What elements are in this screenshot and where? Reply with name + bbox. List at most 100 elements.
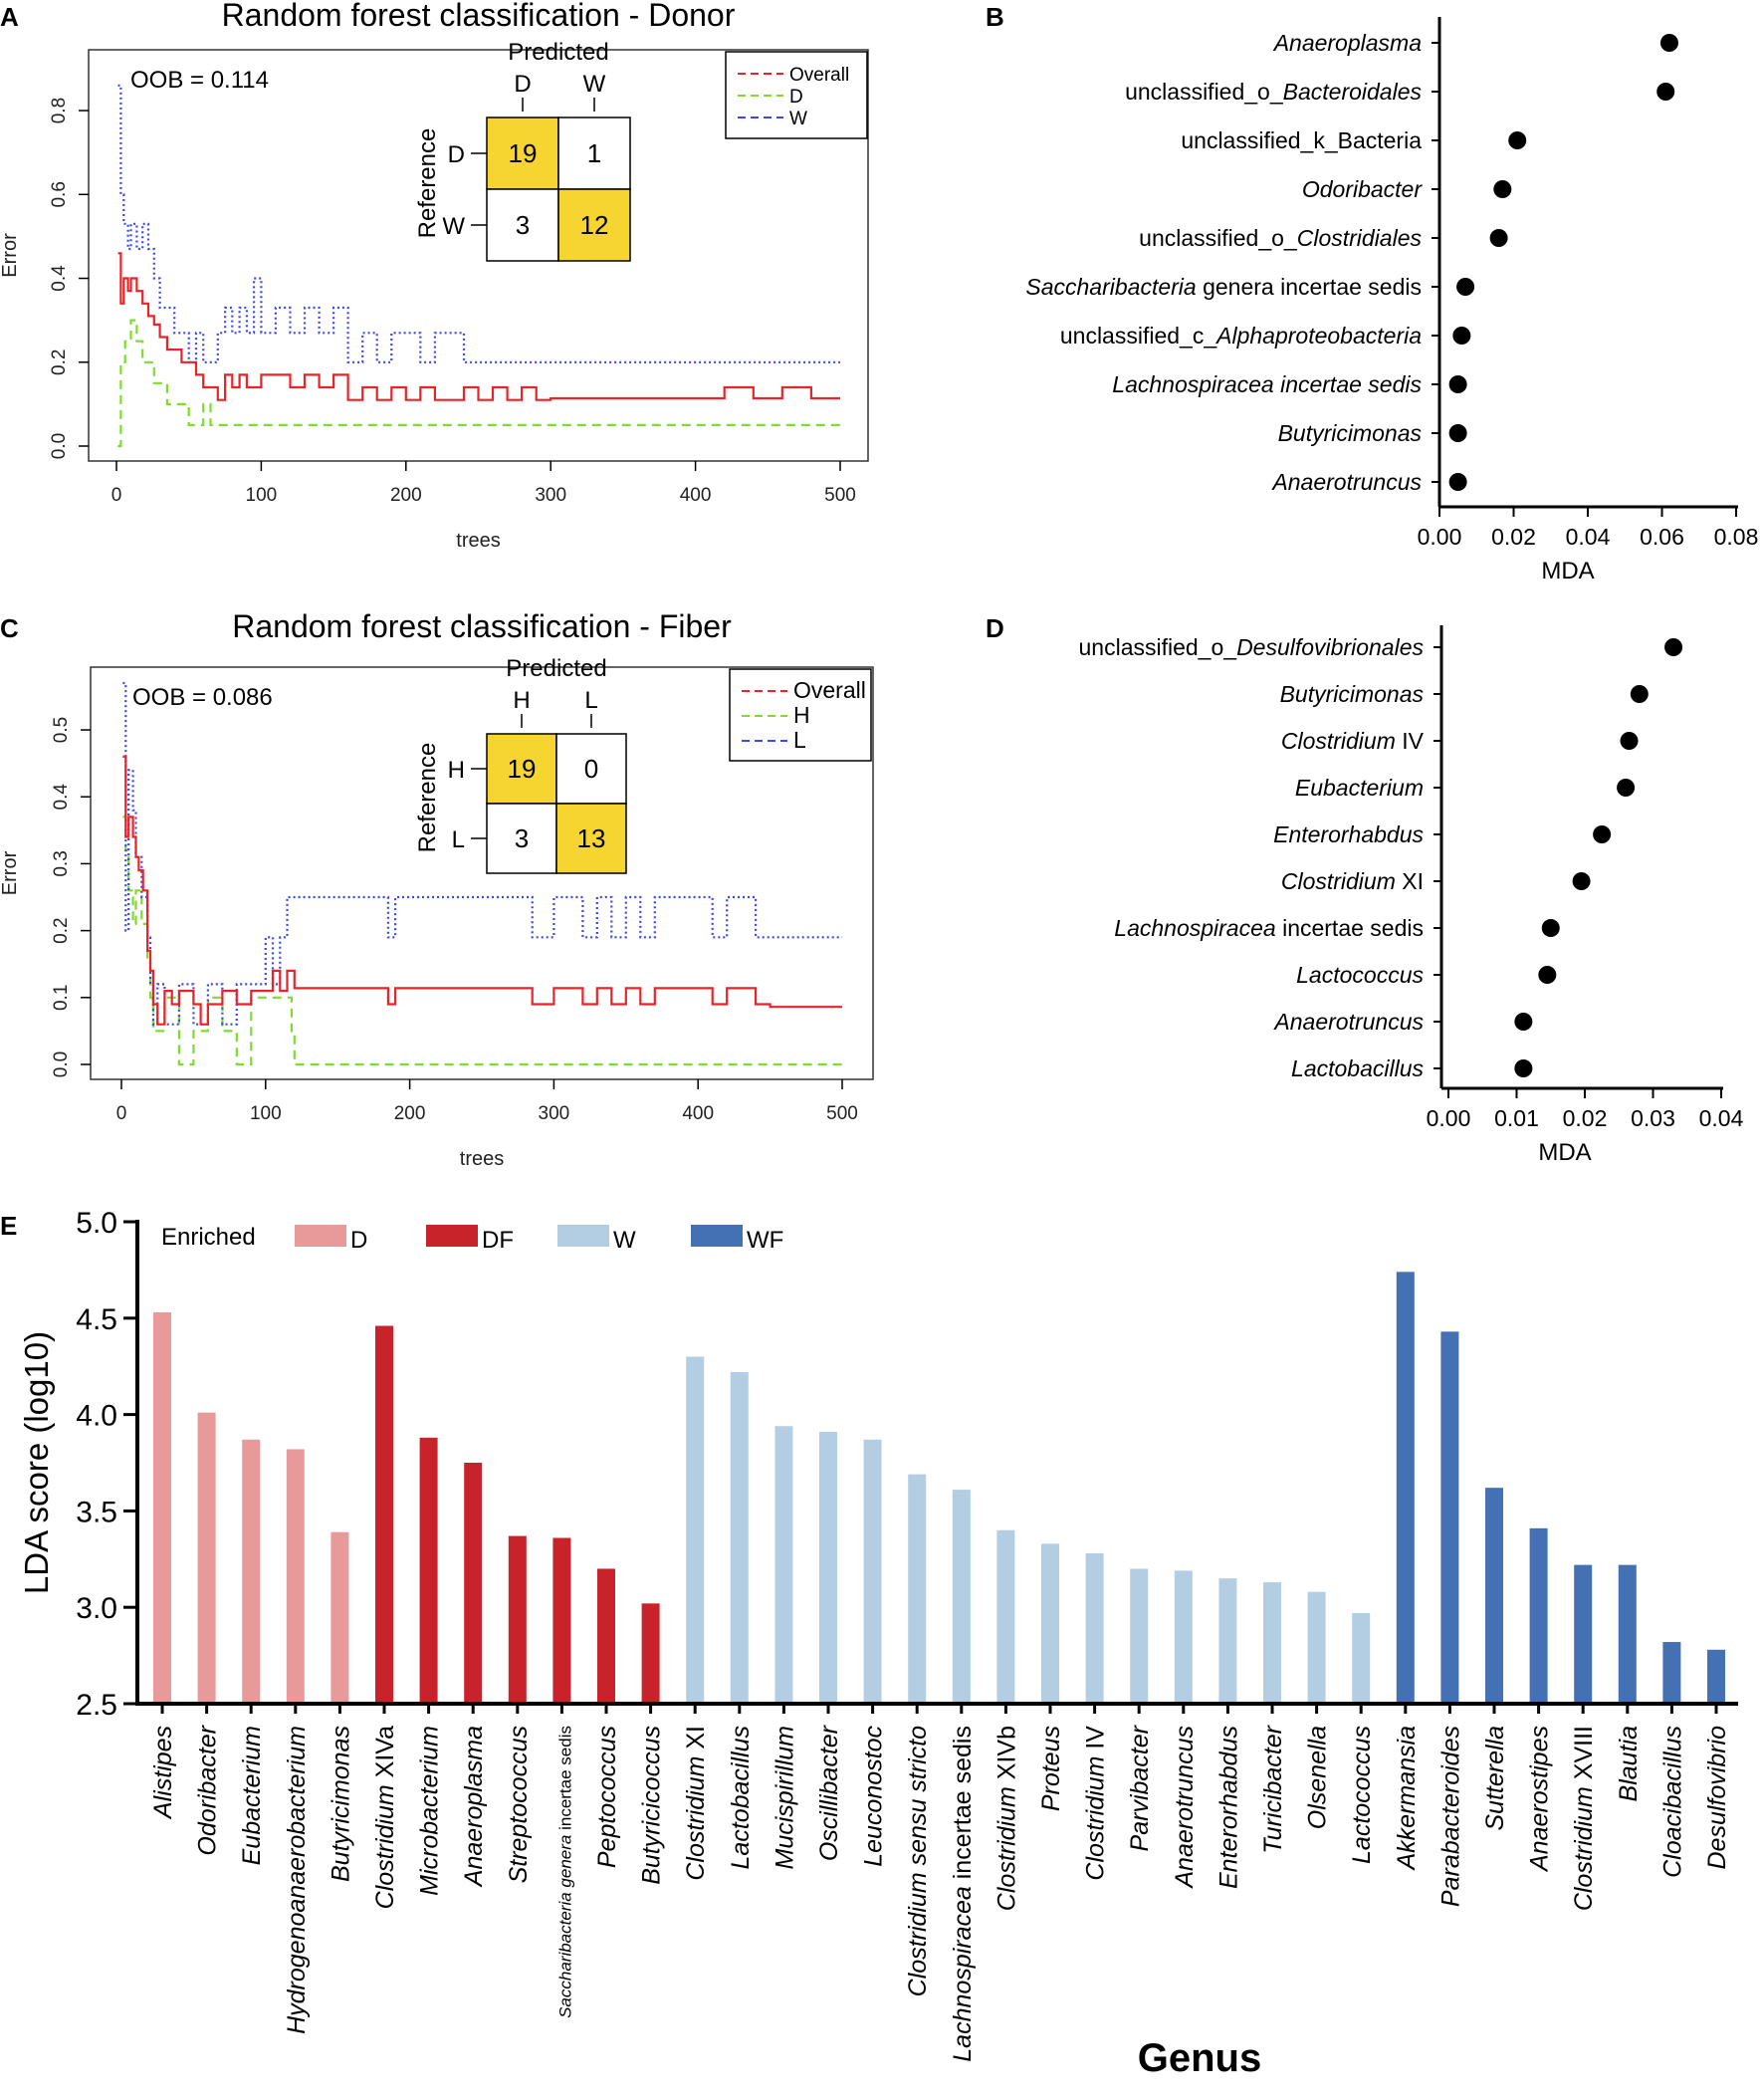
label-part: Lachnospiracea	[949, 1886, 977, 2062]
label-part: Lactococcus	[1348, 1726, 1376, 1864]
category-label: Streptococcus	[505, 1726, 533, 1883]
label-part: Alistipes	[149, 1726, 177, 1820]
confusion-cell	[557, 188, 631, 262]
label-part: unclassified_o_	[1079, 634, 1238, 660]
category-label: Enterorhabdus	[1273, 821, 1424, 847]
category-label: Cloacibacillus	[1658, 1726, 1686, 1878]
bar	[197, 1412, 216, 1704]
panel-letter: A	[0, 2, 19, 32]
bar	[1662, 1642, 1681, 1704]
label-part: Hydrogenoanaerobacterium	[283, 1726, 311, 2034]
label-part: Anaerotruncus	[1270, 469, 1422, 495]
bar	[1574, 1564, 1593, 1704]
y-tick-label: 3.0	[76, 1592, 117, 1625]
y-tick-label: 0.4	[51, 784, 72, 811]
label-part: unclassified_o_	[1125, 79, 1284, 105]
label-part: Peptococcus	[593, 1726, 621, 1868]
x-tick-label: 0.04	[1699, 1105, 1744, 1131]
category-label: Desulfovibrio	[1703, 1726, 1731, 1870]
confusion-cell	[555, 733, 627, 805]
category-label: Butyricicoccus	[638, 1726, 666, 1885]
category-label: Akkermansia	[1393, 1726, 1421, 1872]
y-tick-label: 0.0	[49, 433, 70, 459]
category-label: Peptococcus	[593, 1726, 621, 1868]
label-part: XVIII	[1570, 1726, 1598, 1786]
label-part: XIVb	[992, 1726, 1020, 1786]
bar	[641, 1603, 660, 1704]
x-tick-label: 0.00	[1427, 1105, 1471, 1131]
x-tick-label: 100	[246, 485, 278, 506]
label-part: Parabacteroides	[1436, 1726, 1464, 1907]
legend-label: L	[793, 727, 806, 753]
x-tick-label: 0.02	[1563, 1105, 1608, 1131]
data-point	[1620, 732, 1639, 750]
confusion-col-label: D	[514, 71, 531, 98]
confusion-predicted-label: Predicted	[508, 39, 608, 66]
label-part: incertae sedis	[1276, 915, 1424, 941]
confusion-col-label: H	[513, 687, 530, 714]
label-part: Proteus	[1037, 1726, 1065, 1811]
data-point	[1630, 685, 1649, 703]
y-tick-label: 4.0	[76, 1400, 117, 1433]
category-label: Butyricimonas	[1280, 681, 1425, 707]
category-label: Hydrogenoanaerobacterium	[283, 1726, 311, 2034]
data-point	[1456, 278, 1475, 296]
legend-label: Overall	[789, 65, 849, 86]
label-part: Microbacterium	[416, 1726, 444, 1896]
label-part: Clostridium	[992, 1786, 1020, 1911]
y-tick-label: 4.5	[76, 1303, 117, 1336]
category-label: Lachnospiracea incertae sedis	[949, 1726, 977, 2062]
label-part: Olsenella	[1304, 1726, 1332, 1829]
y-tick-label: 0.0	[51, 1051, 72, 1077]
category-label: Lachnospiracea incertae sedis	[1112, 371, 1422, 397]
category-label: Anaeroplasma	[1272, 30, 1422, 56]
bar	[1218, 1578, 1237, 1704]
label-part: Desulfovibrio	[1703, 1726, 1731, 1870]
legend-box	[725, 51, 868, 139]
label-part: Butyricimonas	[1280, 681, 1425, 707]
label-part: Turicibacter	[1259, 1724, 1287, 1853]
bar	[1707, 1649, 1725, 1704]
legend-swatch	[691, 1225, 743, 1247]
bar	[1440, 1331, 1459, 1704]
category-label: Anaerotruncus	[1272, 1009, 1424, 1035]
label-part: incertae sedis	[555, 1726, 574, 1835]
label-part: Clostridium	[1281, 868, 1396, 894]
label-part: Mucispirillum	[771, 1726, 798, 1869]
bar	[774, 1426, 793, 1704]
label-part: Sutterella	[1481, 1726, 1509, 1831]
data-point	[1541, 919, 1560, 937]
y-tick-label: 2.5	[76, 1689, 117, 1722]
category-label: unclassified_o_Bacteroidales	[1125, 79, 1422, 105]
label-part: Odoribacter	[1302, 176, 1424, 202]
x-axis-label: MDA	[1541, 558, 1594, 584]
category-label: Clostridium IV	[1281, 728, 1425, 754]
category-label: Odoribacter	[1302, 176, 1424, 202]
category-label: Parabacteroides	[1436, 1726, 1464, 1907]
x-axis-label: trees	[456, 530, 500, 552]
bar	[286, 1449, 305, 1704]
category-label: Anaerotruncus	[1270, 469, 1422, 495]
confusion-col-label: W	[583, 71, 606, 98]
label-part: unclassified_k_Bacteria	[1181, 127, 1422, 153]
category-label: Lachnospiracea incertae sedis	[1114, 915, 1424, 941]
legend-label: H	[793, 702, 810, 728]
category-label: Clostridium XI	[682, 1726, 710, 1881]
data-point	[1448, 473, 1467, 491]
category-label: Lactobacillus	[727, 1726, 755, 1870]
x-tick-label: 0.08	[1714, 524, 1759, 550]
label-part: Clostridium	[682, 1756, 710, 1881]
y-axis-label: Error	[0, 850, 21, 895]
category-label: unclassified_k_Bacteria	[1181, 127, 1422, 153]
x-tick-label: 0.03	[1631, 1105, 1675, 1131]
legend-label: D	[350, 1227, 367, 1254]
x-tick-label: 500	[826, 1103, 858, 1124]
label-part: Clostridium sensu stricto	[904, 1726, 932, 1996]
label-part: Anaeroplasma	[460, 1726, 488, 1888]
legend-label: D	[789, 87, 803, 108]
bar	[686, 1356, 705, 1704]
data-point	[1514, 1059, 1533, 1077]
category-label: Clostridium XIVa	[371, 1726, 399, 1909]
x-tick-label: 200	[394, 1103, 426, 1124]
label-part: XI	[1396, 868, 1424, 894]
